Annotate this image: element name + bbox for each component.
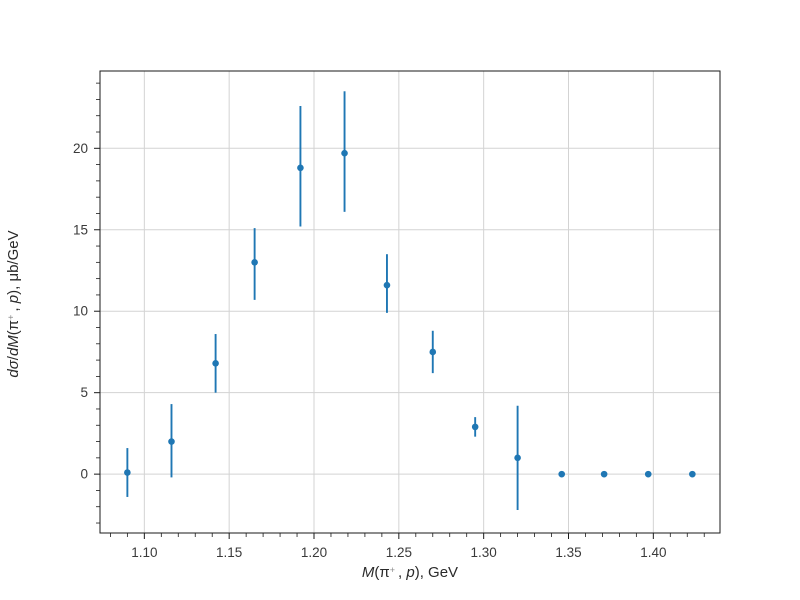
svg-text:1.15: 1.15 xyxy=(216,545,242,560)
svg-text:1.20: 1.20 xyxy=(301,545,327,560)
svg-text:5: 5 xyxy=(80,385,88,400)
svg-text:1.25: 1.25 xyxy=(386,545,412,560)
svg-text:1.10: 1.10 xyxy=(131,545,157,560)
svg-text:dσ/dM(π+ , p), μb/GeV: dσ/dM(π+ , p), μb/GeV xyxy=(5,230,22,377)
svg-text:1.35: 1.35 xyxy=(555,545,581,560)
svg-text:M(π+ , p), GeV: M(π+ , p), GeV xyxy=(362,564,458,581)
svg-text:10: 10 xyxy=(73,304,88,319)
svg-text:20: 20 xyxy=(73,141,88,156)
svg-text:1.30: 1.30 xyxy=(471,545,497,560)
svg-text:15: 15 xyxy=(73,222,88,237)
svg-text:1.40: 1.40 xyxy=(640,545,666,560)
svg-text:0: 0 xyxy=(80,467,88,482)
